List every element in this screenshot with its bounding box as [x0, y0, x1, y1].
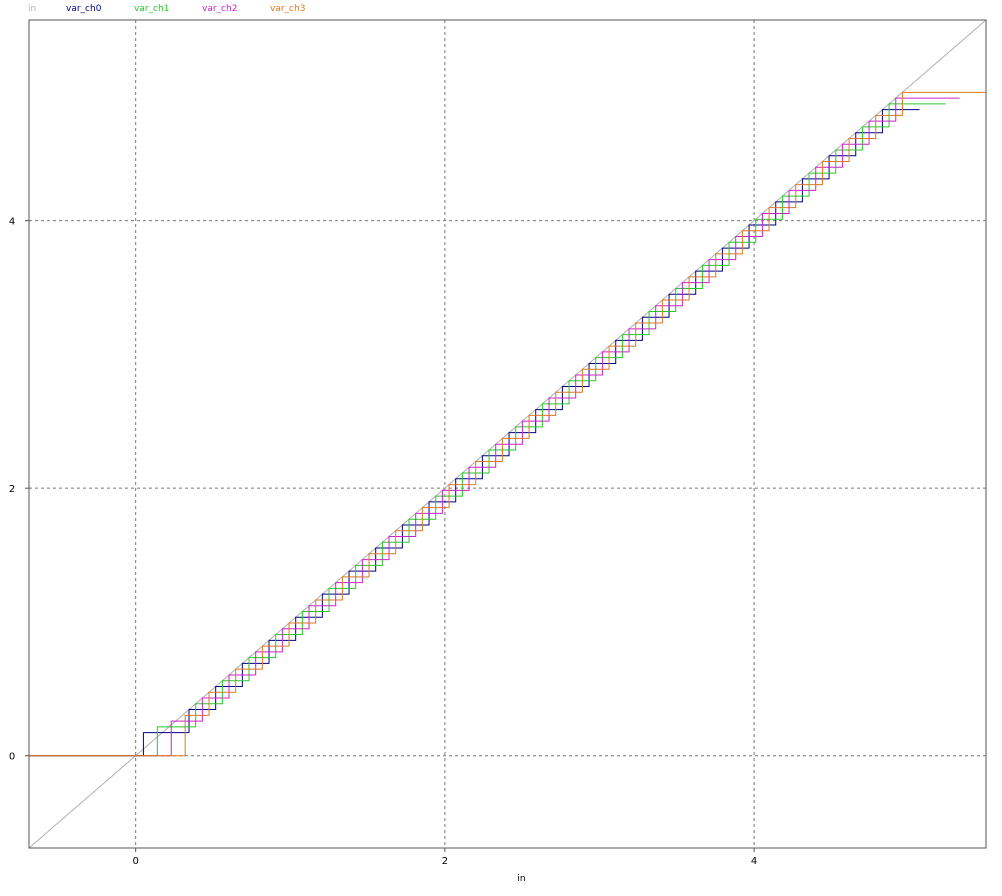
y-tick-label: 4 [9, 217, 15, 228]
series-line-in [28, 19, 987, 849]
legend: in var_ch0 var_ch1 var_ch2 var_ch3 [28, 4, 305, 14]
legend-entry-var-ch1: var_ch1 [134, 4, 169, 14]
legend-entry-var-ch2: var_ch2 [202, 4, 237, 14]
grid [29, 20, 986, 848]
series-line-var-ch3 [29, 91, 986, 757]
x-tick-label: 2 [442, 856, 448, 867]
series-group [28, 19, 987, 849]
series-line-var-ch1 [29, 103, 946, 757]
y-tick-label: 2 [9, 484, 15, 495]
plot-frame [28, 19, 987, 849]
x-axis-label: in [517, 874, 525, 884]
y-tick-label: 0 [9, 752, 15, 763]
legend-entry-in: in [28, 4, 36, 14]
series-line-var-ch2 [29, 97, 960, 757]
series-line-var-ch0 [29, 109, 920, 757]
x-tick-label: 0 [132, 856, 138, 867]
legend-entry-var-ch3: var_ch3 [270, 4, 305, 14]
x-tick-label: 4 [751, 856, 757, 867]
ticks: 0 2 4 0 2 4 [9, 217, 757, 867]
legend-entry-var-ch0: var_ch0 [66, 4, 102, 14]
